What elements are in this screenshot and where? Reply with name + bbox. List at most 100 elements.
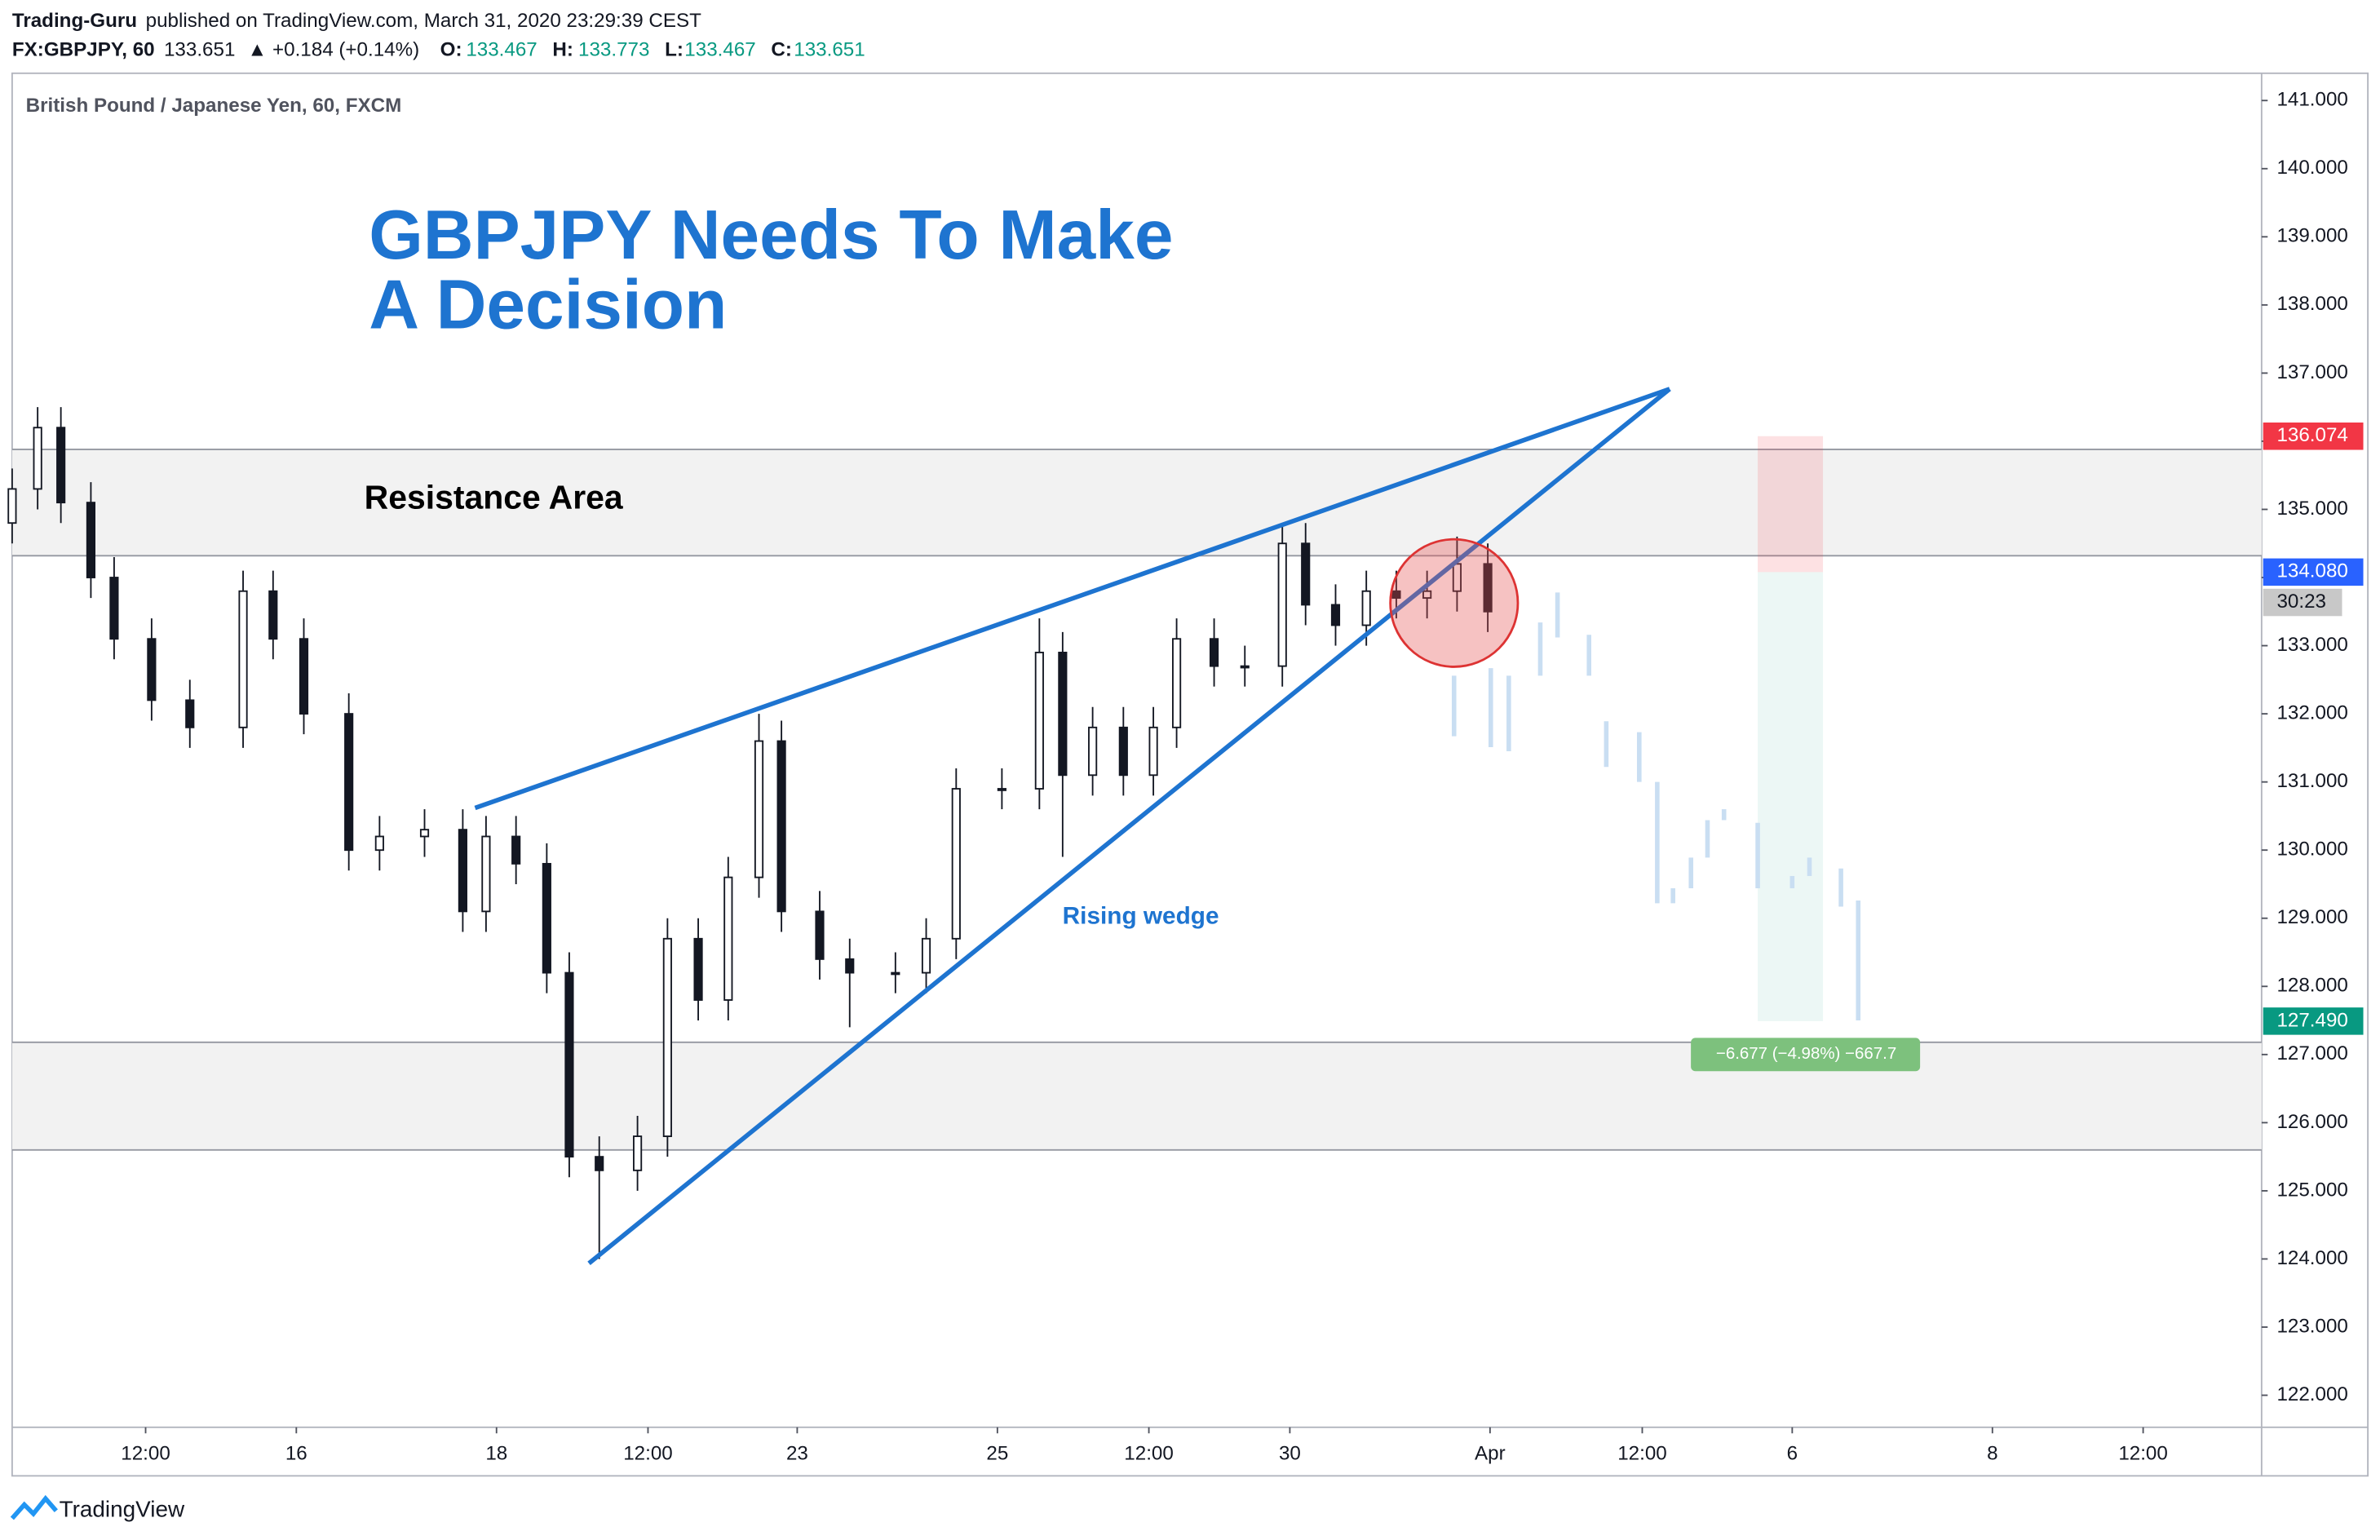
x-tick-label: 18 [485, 1443, 507, 1465]
candle-body [997, 788, 1006, 791]
brand: TradingView [60, 1497, 185, 1522]
candle-body [1058, 651, 1068, 777]
y-tick-label: 141.000 [2276, 89, 2347, 111]
candle-body [845, 958, 855, 974]
measure-label: −6.677 (−4.98%) −667.7 [1716, 1044, 1896, 1063]
candle-body [33, 427, 42, 490]
x-tick-label: 12:00 [1617, 1443, 1667, 1465]
candle-body [595, 1156, 604, 1171]
candle-body [633, 1135, 643, 1171]
measure-bg [1691, 1038, 1921, 1072]
candle-body [238, 590, 248, 728]
candle-body [693, 937, 703, 1001]
candle-body [776, 740, 786, 913]
candle-body [458, 829, 467, 913]
stop-label: 136.074 [2276, 424, 2347, 446]
x-tick-label: 12:00 [1124, 1443, 1174, 1465]
candle-body [481, 835, 491, 913]
o-label: O: [440, 38, 462, 60]
x-tick-label: 16 [285, 1443, 307, 1465]
candle-body [268, 590, 278, 640]
x-tick-label: Apr [1475, 1443, 1506, 1465]
candle-body [815, 910, 825, 960]
countdown: 30:23 [2276, 591, 2326, 613]
stop-zone [1758, 436, 1824, 573]
frame [11, 72, 2369, 1477]
entry-label: 134.080 [2276, 560, 2347, 582]
published: published on TradingView.com, March 31, … [146, 10, 701, 32]
candle-body [1088, 726, 1098, 777]
y-tick-label: 125.000 [2276, 1179, 2347, 1201]
candle-body [1330, 604, 1341, 626]
wedge-lower [587, 387, 1671, 1265]
candle-body [86, 502, 95, 578]
candle-body [723, 876, 733, 1001]
x-tick-label: 12:00 [2118, 1443, 2168, 1465]
candle-body [109, 577, 119, 640]
y-tick-label: 137.000 [2276, 361, 2347, 383]
change: ▲ +0.184 (+0.14%) [247, 38, 419, 60]
y-tick-label: 131.000 [2276, 770, 2347, 792]
y-tick-label: 128.000 [2276, 975, 2347, 997]
candle-body [7, 488, 17, 524]
candle-body [921, 937, 931, 974]
y-tick-label: 138.000 [2276, 293, 2347, 315]
high-value: 133.773 [578, 38, 649, 60]
candle-body [299, 638, 309, 715]
plot: 122.000 123.000 124.000 125.000 126.000 127.0… [7, 89, 2364, 1465]
target-label-bg [2263, 1007, 2364, 1035]
candle-body [1240, 665, 1250, 669]
y-tick-label: 132.000 [2276, 702, 2347, 724]
y-tick-label: 135.000 [2276, 498, 2347, 520]
candle-body [419, 829, 430, 838]
candle-body [891, 971, 900, 976]
candle-body [1391, 590, 1401, 600]
candle-body [1034, 651, 1044, 790]
entry-label-bg [2263, 558, 2364, 586]
title-line: GBPJPY Needs To Make [369, 197, 1173, 274]
title-line: A Decision [369, 267, 727, 344]
target-label: 127.490 [2276, 1009, 2347, 1031]
x-tick-label: 8 [1987, 1443, 1997, 1465]
resistance-label: Resistance Area [365, 479, 624, 516]
candle-body [1422, 590, 1432, 600]
candle-body [1483, 563, 1493, 613]
x-tick-label: 6 [1787, 1443, 1798, 1465]
x-tick-label: 23 [786, 1443, 808, 1465]
candle-body [1172, 638, 1182, 728]
y-tick-label: 130.000 [2276, 839, 2347, 861]
candle-body [511, 835, 521, 865]
x-tick-label: 30 [1279, 1443, 1301, 1465]
logo: TradingView [10, 1494, 185, 1522]
candle-body [542, 862, 551, 974]
candle-body [564, 971, 574, 1158]
candle-body [1209, 638, 1219, 667]
candle-body [147, 638, 157, 701]
last-price: 133.651 [164, 38, 235, 60]
candle-body [1118, 726, 1128, 777]
y-tick-label: 133.000 [2276, 634, 2347, 656]
symbol: FX:GBPJPY, 60 [12, 38, 155, 60]
candle-body [344, 713, 354, 852]
candle-body [1277, 542, 1287, 667]
countdown-bg [2263, 588, 2342, 617]
x-tick-label: 25 [986, 1443, 1008, 1465]
wedge-upper [474, 387, 1670, 811]
highlight-circle [1389, 538, 1520, 668]
h-label: H: [552, 38, 573, 60]
close-value: 133.651 [794, 38, 865, 60]
candle-body [951, 788, 961, 940]
y-tick-label: 122.000 [2276, 1383, 2347, 1405]
y-tick-label: 140.000 [2276, 157, 2347, 179]
candle-body [56, 427, 66, 504]
target-zone [1758, 572, 1824, 1021]
y-tick-label: 127.000 [2276, 1042, 2347, 1064]
candle-body [185, 699, 195, 728]
candle-body [374, 835, 384, 852]
y-tick-label: 139.000 [2276, 225, 2347, 247]
y-tick-label: 124.000 [2276, 1247, 2347, 1269]
candle-body [1361, 590, 1371, 626]
low-value: 133.467 [684, 38, 755, 60]
